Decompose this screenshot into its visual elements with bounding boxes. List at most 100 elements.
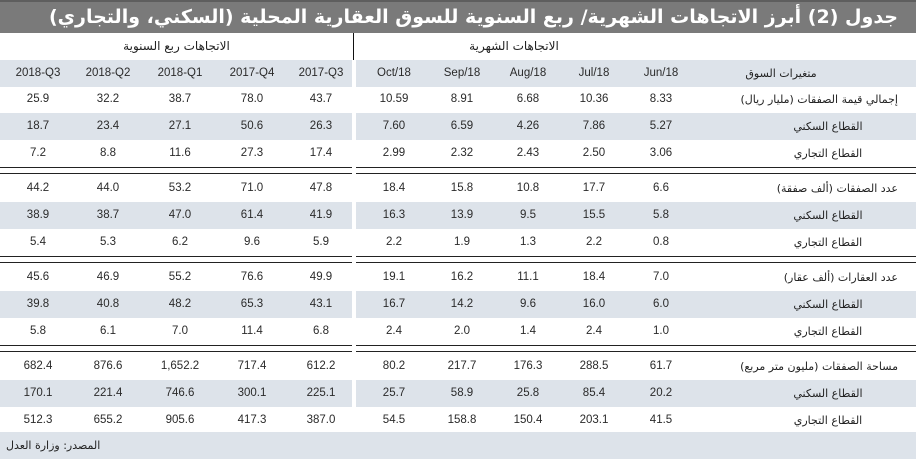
value-cell: 14.2: [450, 298, 474, 310]
value-cell: 16.7: [382, 298, 406, 310]
table-row: 512.3 655.2 905.6 417.3 387.0 54.5 158.8 150.4 2…: [0, 407, 916, 434]
row-band: [0, 202, 352, 229]
value-cell: 47.0: [168, 209, 192, 221]
value-cell: 54.5: [382, 414, 406, 426]
value-cell: 25.9: [26, 93, 50, 105]
value-cell: 15.8: [450, 182, 474, 194]
value-cell: 6.68: [516, 93, 540, 105]
value-cell: 43.1: [309, 298, 333, 310]
value-cell: 48.2: [168, 298, 192, 310]
value-cell: 300.1: [237, 387, 267, 399]
value-cell: 1.0: [653, 325, 669, 337]
value-cell: 1.4: [520, 325, 536, 337]
column-header-month: Sep/18: [443, 67, 481, 79]
value-cell: 5.4: [30, 236, 46, 248]
column-header-quarter: 2018-Q1: [157, 67, 203, 79]
value-cell: 10.36: [579, 93, 609, 105]
value-cell: 76.6: [240, 271, 264, 283]
value-cell: 41.5: [649, 414, 673, 426]
row-band: [356, 380, 916, 407]
section-divider: [0, 256, 352, 257]
value-cell: 2.99: [382, 147, 406, 159]
value-cell: 3.06: [649, 147, 673, 159]
value-cell: 6.0: [653, 298, 669, 310]
row-label-sector: القطاع السكني: [793, 209, 863, 222]
value-cell: 4.26: [516, 120, 540, 132]
row-label-sector: القطاع التجاري: [793, 236, 863, 249]
column-header-month: Aug/18: [509, 67, 547, 79]
value-cell: 225.1: [306, 387, 336, 399]
value-cell: 47.8: [309, 182, 333, 194]
table-row: 170.1 221.4 746.6 300.1 225.1 25.7 58.9 25.8 85.…: [0, 380, 916, 407]
table-row: 25.9 32.2 38.7 78.0 43.7 10.59 8.91 6.68 10.36 8.…: [0, 86, 916, 113]
value-cell: 9.5: [520, 209, 536, 221]
value-cell: 80.2: [382, 360, 406, 372]
column-header-month: Jul/18: [578, 67, 610, 79]
row-band: [356, 113, 916, 140]
value-cell: 221.4: [93, 387, 123, 399]
row-label-sector: القطاع السكني: [793, 120, 863, 133]
value-cell: 2.32: [450, 147, 474, 159]
value-cell: 65.3: [240, 298, 264, 310]
value-cell: 5.3: [100, 236, 116, 248]
section-divider: [356, 345, 916, 346]
value-cell: 1.9: [454, 236, 470, 248]
value-cell: 2.4: [586, 325, 602, 337]
value-cell: 176.3: [513, 360, 543, 372]
value-cell: 8.91: [450, 93, 474, 105]
row-label-metric: عدد الصفقات (ألف صفقة): [776, 182, 898, 195]
value-cell: 39.8: [26, 298, 50, 310]
value-cell: 78.0: [240, 93, 264, 105]
row-label-sector: القطاع السكني: [793, 298, 863, 311]
table-row: 18.7 23.4 27.1 50.6 26.3 7.60 6.59 4.26 7.86 5.27…: [0, 113, 916, 140]
value-cell: 11.1: [517, 271, 539, 283]
table-row: 5.4 5.3 6.2 9.6 5.9 2.2 1.9 1.3 2.2 0.8 القطاع الت…: [0, 229, 916, 256]
table-row: 38.9 38.7 47.0 61.4 41.9 16.3 13.9 9.5 15.5 5.8 ال…: [0, 202, 916, 229]
value-cell: 5.27: [649, 120, 673, 132]
section-divider: [356, 256, 916, 257]
value-cell: 19.1: [382, 271, 406, 283]
value-cell: 7.2: [30, 147, 46, 159]
value-cell: 40.8: [96, 298, 120, 310]
value-cell: 217.7: [447, 360, 477, 372]
value-cell: 18.7: [26, 120, 50, 132]
table-row: 5.8 6.1 7.0 11.4 6.8 2.4 2.0 1.4 2.4 1.0 القطاع ال…: [0, 318, 916, 345]
section-divider: [0, 351, 352, 352]
value-cell: 6.2: [172, 236, 188, 248]
value-cell: 71.0: [240, 182, 264, 194]
value-cell: 10.8: [516, 182, 540, 194]
value-cell: 2.50: [582, 147, 606, 159]
table-row: 682.4 876.6 1,652.2 717.4 612.2 80.2 217.7 176.…: [0, 353, 916, 380]
value-cell: 61.4: [240, 209, 264, 221]
table-row: 44.2 44.0 53.2 71.0 47.8 18.4 15.8 10.8 17.7 6.6 ع…: [0, 175, 916, 202]
value-cell: 15.5: [582, 209, 606, 221]
value-cell: 38.9: [26, 209, 50, 221]
value-cell: 32.2: [96, 93, 120, 105]
row-label-metric: مساحة الصفقات (مليون متر مربع): [740, 360, 898, 373]
value-cell: 512.3: [23, 414, 53, 426]
value-cell: 6.1: [100, 325, 116, 337]
value-cell: 8.8: [100, 147, 116, 159]
value-cell: 58.9: [450, 387, 474, 399]
value-cell: 417.3: [237, 414, 267, 426]
section-divider: [0, 262, 352, 263]
value-cell: 9.6: [520, 298, 536, 310]
value-cell: 7.0: [653, 271, 669, 283]
group-label-monthly: الاتجاهات الشهرية: [469, 39, 559, 53]
value-cell: 18.4: [382, 182, 406, 194]
value-cell: 2.4: [386, 325, 402, 337]
value-cell: 203.1: [579, 414, 609, 426]
column-header-quarter: 2018-Q3: [15, 67, 61, 79]
value-cell: 6.59: [450, 120, 474, 132]
value-cell: 20.2: [649, 387, 673, 399]
row-band: [0, 380, 352, 407]
value-cell: 876.6: [93, 360, 123, 372]
value-cell: 9.6: [244, 236, 260, 248]
value-cell: 0.8: [653, 236, 669, 248]
value-cell: 10.59: [379, 93, 409, 105]
column-header-row: 2018-Q3 2018-Q2 2018-Q1 2017-Q4 2017-Q3 Oct/1…: [0, 60, 916, 87]
value-cell: 1.3: [520, 236, 536, 248]
value-cell: 85.4: [582, 387, 606, 399]
value-cell: 905.6: [165, 414, 195, 426]
value-cell: 38.7: [96, 209, 120, 221]
